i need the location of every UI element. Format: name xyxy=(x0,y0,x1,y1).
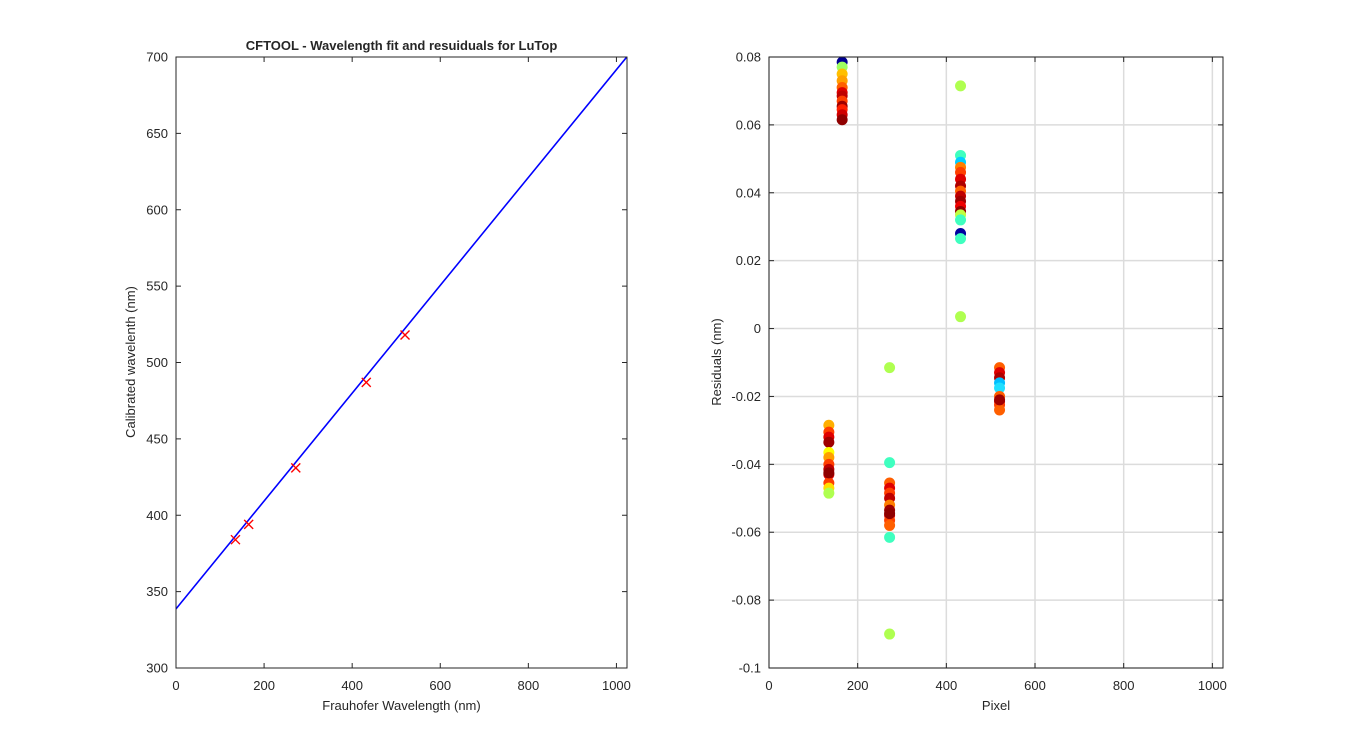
fit-ytick-label: 400 xyxy=(146,508,168,523)
residuals-ytick-label: -0.02 xyxy=(731,389,761,404)
residuals-plot-area xyxy=(823,57,1006,640)
fit-ylabel: Calibrated wavelenth (nm) xyxy=(123,286,138,438)
fit-ytick-label: 450 xyxy=(146,431,168,446)
residual-point xyxy=(994,382,1006,394)
fit-x-marker xyxy=(400,330,411,340)
residuals-ytick-label: 0.06 xyxy=(736,117,761,132)
fit-x-marker xyxy=(290,462,301,473)
residual-point xyxy=(884,362,896,374)
residual-point xyxy=(823,436,835,448)
fit-axes-box xyxy=(175,56,628,669)
residuals-ytick-label: 0.02 xyxy=(736,253,761,268)
fit-axes-background xyxy=(176,57,627,668)
fit-title: CFTOOL - Wavelength fit and resuiduals f… xyxy=(246,38,558,53)
residuals-xtick-label: 600 xyxy=(1024,678,1046,693)
fit-ytick-label: 350 xyxy=(146,584,168,599)
residual-point xyxy=(955,214,967,226)
fit-x-marker xyxy=(361,377,372,388)
residuals-ytick-label: -0.08 xyxy=(731,593,761,608)
residual-point xyxy=(994,404,1006,416)
residuals-ytick-label: 0.08 xyxy=(736,50,761,65)
fit-ytick-label: 700 xyxy=(146,50,168,65)
residuals-ticks: 0 200 400 600 800 1000 -0.1 -0.08 -0.06 -0.04 -0.0… xyxy=(731,50,1226,694)
fit-xtick-label: 800 xyxy=(517,678,539,693)
residuals-ylabel: Residuals (nm) xyxy=(709,318,724,405)
residuals-xlabel: Pixel xyxy=(982,698,1010,713)
residual-point xyxy=(823,467,835,479)
residuals-ytick-label: 0 xyxy=(754,321,761,336)
fit-ytick-label: 650 xyxy=(146,126,168,141)
residuals-ytick-label: -0.06 xyxy=(731,525,761,540)
fit-ytick-label: 500 xyxy=(146,355,168,370)
residuals-xtick-label: 400 xyxy=(935,678,957,693)
residual-point xyxy=(884,628,896,640)
residuals-xtick-label: 200 xyxy=(847,678,869,693)
residual-point xyxy=(994,394,1006,406)
fit-x-marker xyxy=(230,534,241,545)
fit-xtick-label: 600 xyxy=(429,678,451,693)
fit-xtick-label: 400 xyxy=(341,678,363,693)
fit-xtick-label: 200 xyxy=(253,678,275,693)
residuals-xtick-label: 800 xyxy=(1113,678,1135,693)
residuals-axes-background xyxy=(769,57,1223,668)
fit-plot-area xyxy=(176,57,627,610)
residual-point xyxy=(955,80,967,92)
residuals-xtick-label: 1000 xyxy=(1198,678,1227,693)
residuals-axes: 0 200 400 600 800 1000 -0.1 -0.08 -0.06 -0.04 -0.0… xyxy=(709,50,1227,714)
fit-xtick-label: 0 xyxy=(172,678,179,693)
residual-point xyxy=(955,311,967,323)
residuals-ytick-label: -0.1 xyxy=(739,661,761,676)
residual-point xyxy=(884,531,896,543)
residuals-ytick-label: -0.04 xyxy=(731,457,761,472)
residual-point xyxy=(823,487,835,499)
residuals-xtick-label: 0 xyxy=(765,678,772,693)
residuals-ytick-label: 0.04 xyxy=(736,185,761,200)
residual-point xyxy=(884,508,896,520)
residual-point xyxy=(955,233,967,245)
fit-ytick-label: 550 xyxy=(146,279,168,294)
fit-ytick-label: 300 xyxy=(146,661,168,676)
fit-ytick-label: 600 xyxy=(146,202,168,217)
residual-point xyxy=(884,457,896,469)
fit-x-marker xyxy=(243,519,254,530)
fit-ticks: 0 200 400 600 800 1000 300 350 400 450 500 550 600 65… xyxy=(146,50,631,694)
fit-line xyxy=(176,57,627,610)
fit-xlabel: Frauhofer Wavelength (nm) xyxy=(322,698,480,713)
residuals-axes-box xyxy=(768,56,1224,669)
residual-point xyxy=(884,519,896,531)
fit-axes: 0 200 400 600 800 1000 300 350 400 450 500 550 600 65… xyxy=(123,38,631,713)
fit-xtick-label: 1000 xyxy=(602,678,631,693)
residual-point xyxy=(836,114,848,126)
